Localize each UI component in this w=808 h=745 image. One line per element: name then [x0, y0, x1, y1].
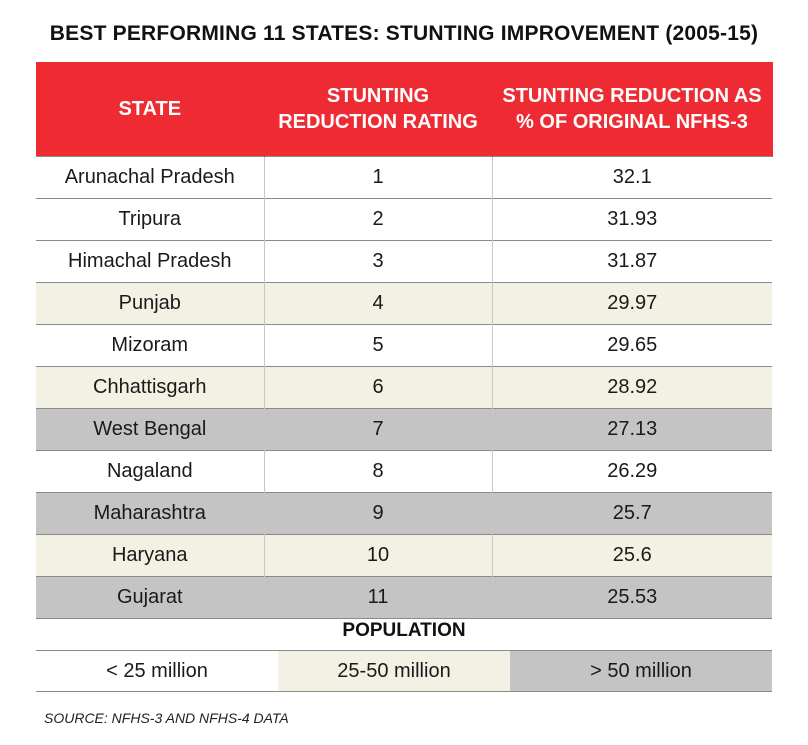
- reduction-cell: 28.92: [491, 365, 772, 408]
- state-cell: Gujarat: [36, 575, 264, 619]
- state-cell: Punjab: [36, 281, 264, 324]
- column-header-state: STATE: [36, 62, 265, 156]
- source-note: SOURCE: NFHS-3 AND NFHS-4 DATA: [44, 710, 289, 726]
- table-row: Punjab 4 29.97: [36, 281, 772, 324]
- column-header-reduction: STUNTING REDUCTION AS % OF ORIGINAL NFHS…: [492, 62, 773, 156]
- state-cell: Himachal Pradesh: [36, 239, 264, 282]
- header-row: STATE STUNTING REDUCTION RATING STUNTING…: [36, 62, 773, 156]
- rating-cell: 8: [263, 449, 492, 492]
- reduction-cell: 25.53: [491, 575, 772, 619]
- state-cell: Arunachal Pradesh: [36, 155, 264, 198]
- state-cell: Mizoram: [36, 323, 264, 366]
- state-cell: Nagaland: [36, 449, 264, 492]
- state-cell: Haryana: [36, 533, 264, 576]
- table-row: Maharashtra 9 25.7: [36, 491, 772, 534]
- table-row: Gujarat 11 25.53: [36, 575, 772, 619]
- rating-cell: 5: [263, 323, 492, 366]
- reduction-cell: 29.97: [491, 281, 772, 324]
- rating-cell: 9: [263, 491, 492, 534]
- table-row: Nagaland 8 26.29: [36, 449, 772, 492]
- legend-item-small: < 25 million: [36, 651, 278, 691]
- reduction-cell: 32.1: [491, 155, 772, 198]
- table-row: Haryana 10 25.6: [36, 533, 772, 576]
- rating-cell: 4: [263, 281, 492, 324]
- rating-cell: 10: [263, 533, 492, 576]
- state-cell: Tripura: [36, 197, 264, 240]
- chart-title: BEST PERFORMING 11 STATES: STUNTING IMPR…: [49, 22, 759, 45]
- legend-item-large: > 50 million: [510, 651, 772, 691]
- reduction-cell: 26.29: [491, 449, 772, 492]
- table-row: Arunachal Pradesh 1 32.1: [36, 155, 772, 198]
- population-legend: < 25 million 25-50 million > 50 million: [36, 650, 772, 692]
- state-cell: Maharashtra: [36, 491, 264, 534]
- table-row: Tripura 2 31.93: [36, 197, 772, 240]
- population-legend-title: POPULATION: [342, 620, 466, 641]
- stunting-table: STATE STUNTING REDUCTION RATING STUNTING…: [36, 62, 773, 619]
- reduction-cell: 27.13: [491, 407, 772, 450]
- column-header-rating: STUNTING REDUCTION RATING: [264, 62, 493, 156]
- reduction-cell: 25.6: [491, 533, 772, 576]
- rating-cell: 11: [263, 575, 492, 619]
- rating-cell: 7: [263, 407, 492, 450]
- table-row: Himachal Pradesh 3 31.87: [36, 239, 772, 282]
- table-row: Chhattisgarh 6 28.92: [36, 365, 772, 408]
- state-cell: Chhattisgarh: [36, 365, 264, 408]
- reduction-cell: 31.87: [491, 239, 772, 282]
- table-header: STATE STUNTING REDUCTION RATING STUNTING…: [36, 62, 773, 156]
- rating-cell: 2: [263, 197, 492, 240]
- reduction-cell: 29.65: [491, 323, 772, 366]
- table-row: Mizoram 5 29.65: [36, 323, 772, 366]
- reduction-cell: 31.93: [491, 197, 772, 240]
- rating-cell: 1: [263, 155, 492, 198]
- rating-cell: 3: [263, 239, 492, 282]
- table-row: West Bengal 7 27.13: [36, 407, 772, 450]
- legend-item-medium: 25-50 million: [278, 651, 510, 691]
- rating-cell: 6: [263, 365, 492, 408]
- state-cell: West Bengal: [36, 407, 264, 450]
- table-body: Arunachal Pradesh 1 32.1 Tripura 2 31.93 Himac…: [36, 155, 772, 619]
- reduction-cell: 25.7: [491, 491, 772, 534]
